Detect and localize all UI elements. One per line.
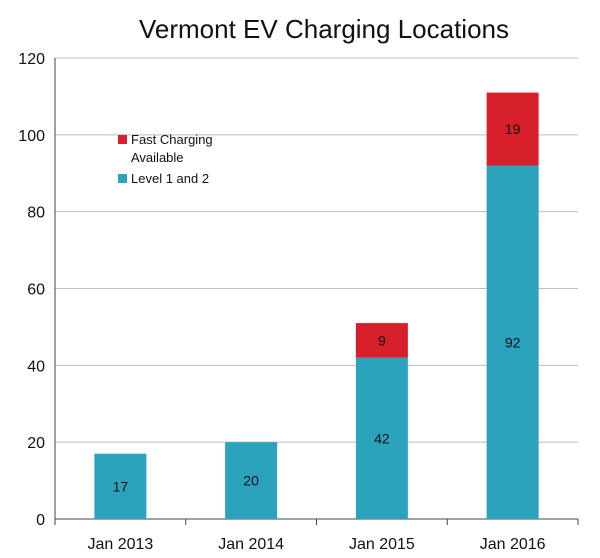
legend-swatch bbox=[118, 174, 127, 183]
gridlines bbox=[55, 57, 578, 443]
x-tick-labels: Jan 2013 Jan 2014 Jan 2015 Jan 2016 bbox=[87, 536, 545, 553]
data-label: 9 bbox=[378, 332, 386, 348]
bars bbox=[94, 92, 539, 520]
y-tick-label: 20 bbox=[27, 435, 45, 452]
legend-label: Available bbox=[131, 150, 184, 165]
bar-segment bbox=[355, 357, 408, 519]
y-tick-label: 100 bbox=[18, 128, 45, 145]
y-tick-labels: 0 20 40 60 80 100 120 bbox=[18, 51, 45, 529]
legend-label: Level 1 and 2 bbox=[131, 171, 209, 186]
legend-swatch bbox=[118, 135, 127, 144]
bar-segment bbox=[355, 323, 408, 358]
y-tick-label: 60 bbox=[27, 282, 45, 299]
data-label: 17 bbox=[113, 478, 129, 494]
chart-title: Vermont EV Charging Locations bbox=[139, 14, 509, 44]
y-tick-label: 0 bbox=[36, 512, 45, 529]
bar-segment bbox=[486, 92, 539, 166]
data-labels: 17 20 42 9 92 19 bbox=[113, 121, 521, 494]
y-tick-label: 80 bbox=[27, 205, 45, 222]
data-label: 42 bbox=[374, 430, 390, 446]
data-label: 20 bbox=[243, 473, 259, 489]
x-tick-label: Jan 2014 bbox=[218, 536, 284, 553]
data-label: 19 bbox=[505, 121, 521, 137]
legend: Fast Charging Available Level 1 and 2 bbox=[118, 132, 213, 186]
bar-segment bbox=[94, 453, 147, 519]
bar-segment bbox=[225, 442, 278, 519]
y-tick-label: 120 bbox=[18, 51, 45, 68]
x-tick-label: Jan 2015 bbox=[349, 536, 415, 553]
data-label: 92 bbox=[505, 334, 521, 350]
x-tick-label: Jan 2013 bbox=[87, 536, 153, 553]
bar-segment bbox=[486, 165, 539, 520]
y-tick-label: 40 bbox=[27, 358, 45, 375]
x-tick-label: Jan 2016 bbox=[480, 536, 546, 553]
legend-label: Fast Charging bbox=[131, 132, 213, 147]
